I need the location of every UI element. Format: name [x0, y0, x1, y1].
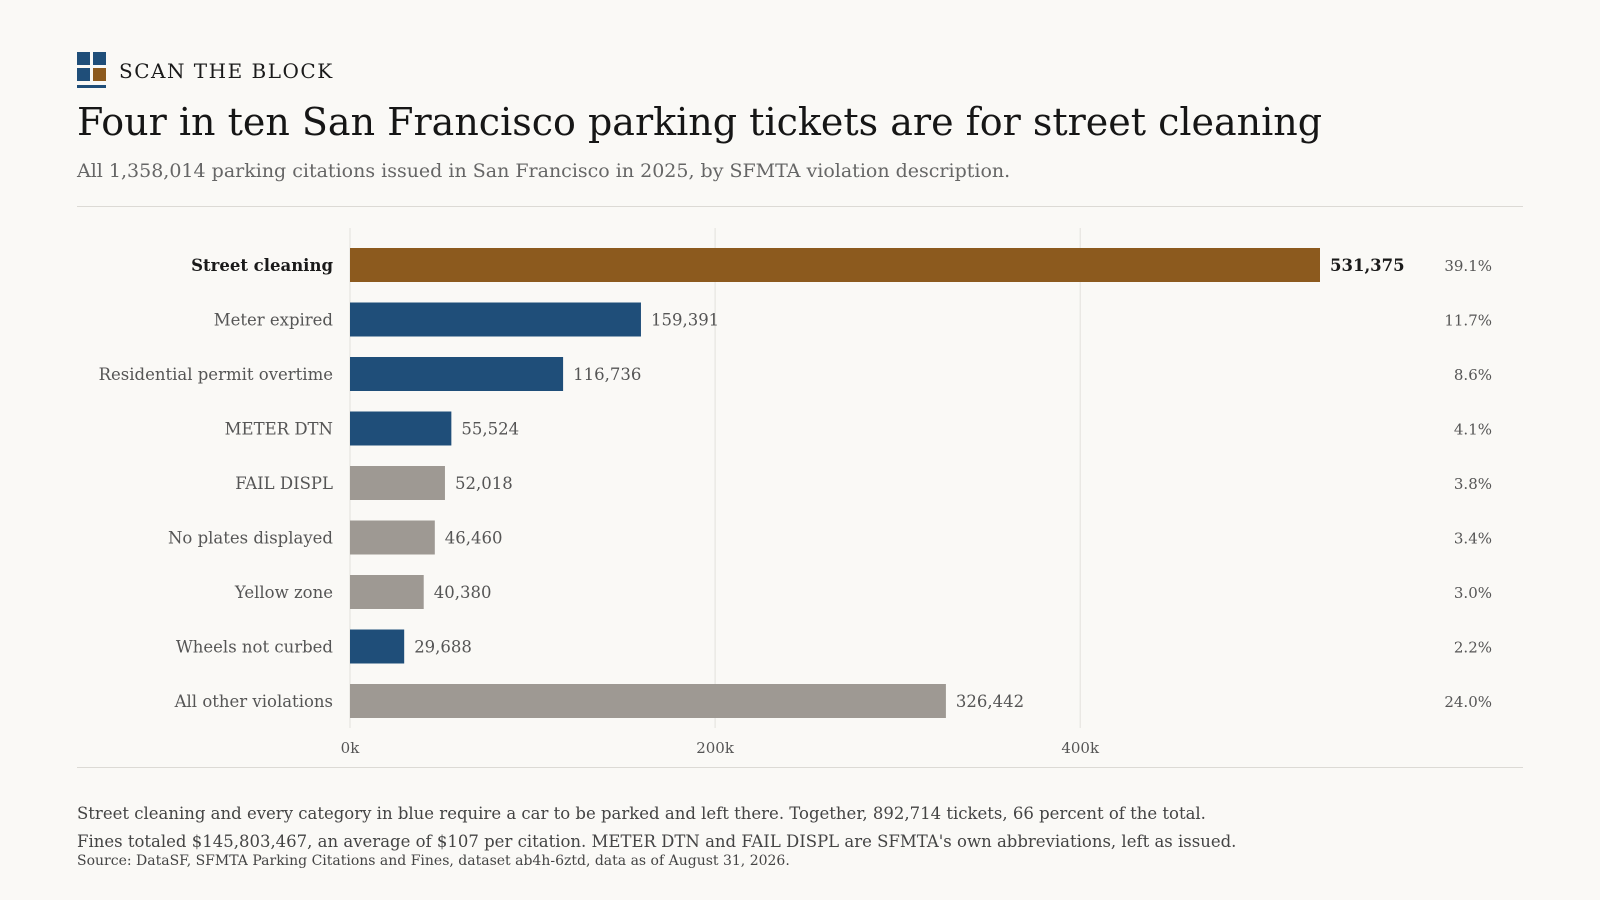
category-label: FAIL DISPL	[235, 474, 333, 493]
category-label: No plates displayed	[168, 529, 333, 548]
bar	[350, 411, 452, 446]
x-tick-label: 200k	[696, 739, 735, 757]
logo-square	[93, 52, 106, 65]
value-label: 159,391	[651, 311, 719, 330]
note-line: Fines totaled $145,803,467, an average o…	[77, 832, 1237, 851]
bar	[350, 357, 564, 391]
bar	[350, 629, 405, 664]
category-label: Wheels not curbed	[176, 638, 334, 657]
percent-label: 39.1%	[1444, 257, 1492, 275]
bar	[350, 302, 641, 337]
brand: SCAN THE BLOCK	[77, 52, 334, 89]
logo-square	[77, 52, 90, 65]
percent-label: 3.0%	[1454, 584, 1492, 602]
value-label: 531,375	[1330, 256, 1405, 275]
percent-label: 11.7%	[1444, 312, 1492, 330]
chart-subtitle: All 1,358,014 parking citations issued i…	[77, 160, 1011, 182]
bar	[350, 248, 1320, 282]
percent-label: 3.4%	[1454, 530, 1492, 548]
percent-label: 24.0%	[1444, 693, 1492, 711]
category-label: Yellow zone	[234, 583, 333, 602]
value-label: 326,442	[956, 692, 1024, 711]
category-label: Street cleaning	[191, 256, 333, 275]
category-label: Meter expired	[214, 311, 334, 330]
bar	[350, 466, 445, 500]
percent-label: 8.6%	[1454, 366, 1492, 384]
percent-label: 2.2%	[1454, 639, 1492, 657]
bar	[350, 684, 946, 718]
source-note: Source: DataSF, SFMTA Parking Citations …	[77, 853, 790, 869]
logo-square	[93, 68, 106, 81]
note-line: Street cleaning and every category in bl…	[77, 804, 1206, 823]
category-label: All other violations	[174, 692, 333, 711]
brand-name: SCAN THE BLOCK	[119, 58, 334, 83]
chart-notes: Street cleaning and every category in bl…	[77, 800, 1236, 856]
value-label: 116,736	[573, 365, 641, 384]
value-label: 55,524	[461, 420, 519, 439]
brand-logo-icon	[77, 52, 106, 89]
value-label: 46,460	[445, 529, 503, 548]
x-tick-label: 0k	[341, 739, 361, 757]
bar	[350, 575, 424, 609]
top-divider	[77, 206, 1523, 207]
logo-square	[77, 68, 90, 81]
bar	[350, 520, 435, 555]
chart-title: Four in ten San Francisco parking ticket…	[77, 100, 1323, 144]
percent-label: 3.8%	[1454, 475, 1492, 493]
category-label: Residential permit overtime	[99, 365, 333, 384]
category-label: METER DTN	[225, 420, 333, 439]
logo-underline	[77, 85, 106, 88]
value-label: 29,688	[414, 638, 472, 657]
value-label: 40,380	[434, 583, 492, 602]
value-label: 52,018	[455, 474, 513, 493]
percent-label: 4.1%	[1454, 421, 1492, 439]
x-tick-label: 400k	[1061, 739, 1100, 757]
bar-chart: 0k 200k 400k Street cleaning 531,375 39.1% Met…	[99, 228, 1492, 757]
bottom-divider	[77, 767, 1523, 768]
